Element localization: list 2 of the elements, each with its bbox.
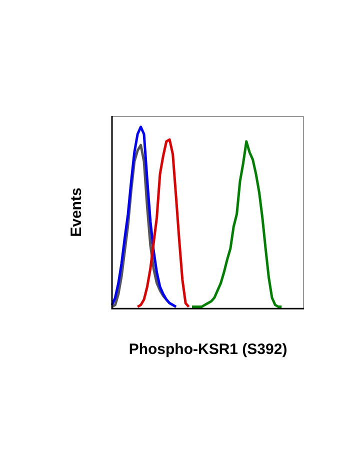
x-axis-title: Phospho-KSR1 (S392) (128, 341, 288, 358)
y-axis-title: Events (68, 188, 86, 237)
